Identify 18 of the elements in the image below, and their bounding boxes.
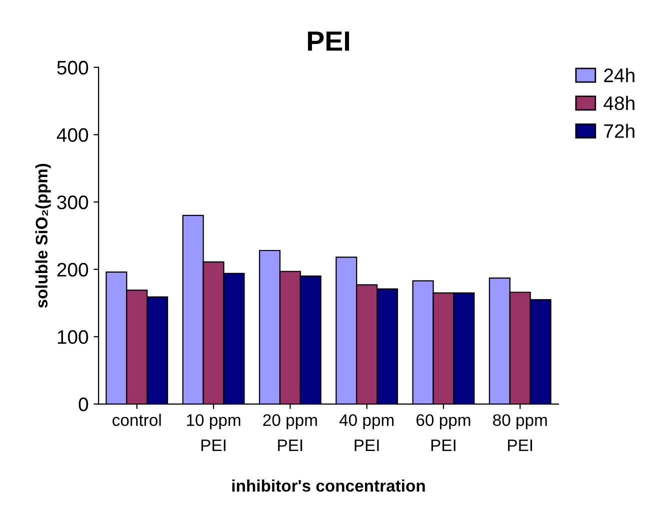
y-tick-label: 100 xyxy=(58,330,88,344)
legend-label: 48h xyxy=(604,96,634,110)
y-tick-label: 300 xyxy=(57,195,88,210)
y-tick-label: 500 xyxy=(57,60,88,75)
x-axis-title: inhibitor's concentration xyxy=(232,480,425,492)
legend-label: 72h xyxy=(604,124,634,138)
x-tick-label: 20 ppm PEI xyxy=(263,414,317,452)
y-tick-label: 400 xyxy=(56,128,88,142)
x-tick-label: 80 ppm PEI xyxy=(493,414,547,452)
x-tick-label: 40 ppm PEI xyxy=(339,414,394,452)
y-tick-label: 200 xyxy=(57,262,88,277)
y-tick-label: 0 xyxy=(78,398,88,412)
chart-title: PEI xyxy=(308,32,350,51)
y-axis-title: soluble SiO₂(ppm) xyxy=(35,164,51,308)
x-tick-label: control xyxy=(112,414,161,426)
x-tick-label: 60 ppm PEI xyxy=(416,414,470,452)
legend-label: 24h xyxy=(604,68,634,82)
x-tick-label: 10 ppm PEI xyxy=(187,414,240,452)
